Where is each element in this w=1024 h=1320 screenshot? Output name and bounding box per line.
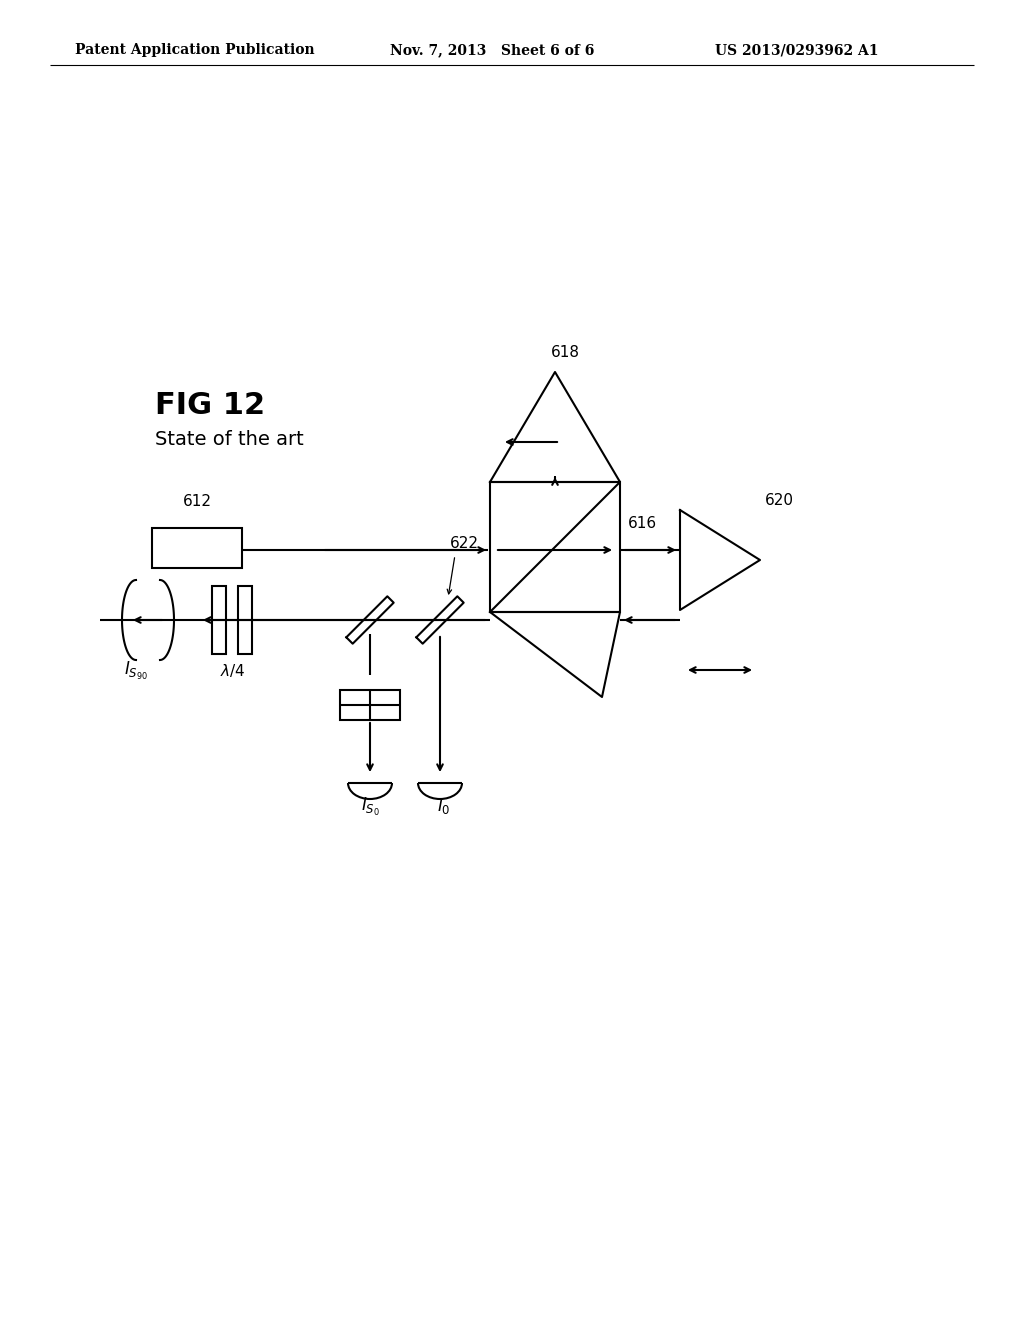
- Text: $\lambda$/4: $\lambda$/4: [220, 663, 246, 678]
- Text: $I_{S_{90}}$: $I_{S_{90}}$: [124, 660, 148, 682]
- Text: 620: 620: [765, 492, 794, 508]
- Text: 612: 612: [182, 494, 212, 510]
- Bar: [212, 586, 226, 653]
- Text: 616: 616: [628, 516, 657, 531]
- Bar: [152, 528, 242, 568]
- Text: FIG 12: FIG 12: [155, 391, 265, 420]
- Text: $I_{S_0}$: $I_{S_0}$: [360, 796, 380, 818]
- Text: $I_0$: $I_0$: [437, 796, 451, 816]
- Text: Patent Application Publication: Patent Application Publication: [75, 44, 314, 57]
- Text: 622: 622: [450, 536, 479, 550]
- Bar: [490, 482, 620, 612]
- Bar: [238, 586, 252, 653]
- Text: 618: 618: [551, 345, 580, 360]
- Bar: [340, 690, 400, 719]
- Text: US 2013/0293962 A1: US 2013/0293962 A1: [715, 44, 879, 57]
- Text: Nov. 7, 2013   Sheet 6 of 6: Nov. 7, 2013 Sheet 6 of 6: [390, 44, 594, 57]
- Text: State of the art: State of the art: [155, 430, 304, 449]
